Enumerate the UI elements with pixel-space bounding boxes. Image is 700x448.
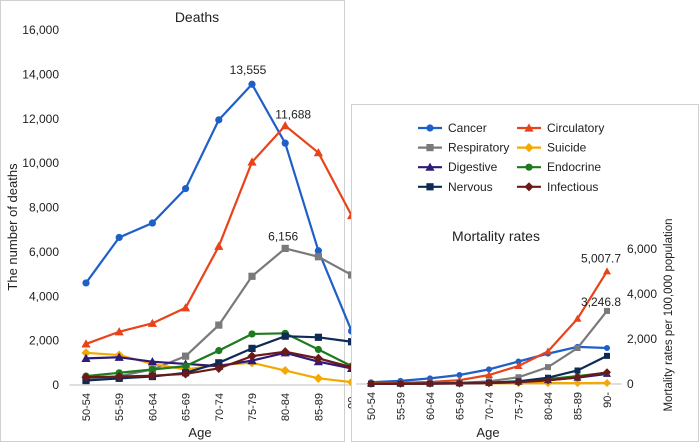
deaths-x-tick-label: 60-64: [147, 393, 159, 421]
legend-marker: [525, 164, 532, 171]
mortality-chart-title: Mortality rates: [452, 228, 540, 244]
legend-item-circulatory: Circulatory: [547, 121, 604, 135]
data-label: 13,555: [230, 63, 267, 77]
deaths-x-tick-label: 70-74: [214, 393, 226, 421]
mortality-y-tick-label: 6,000: [627, 242, 657, 256]
deaths-x-tick-label: 75-79: [247, 393, 259, 421]
mortality-x-tick-label: 60-64: [425, 392, 437, 420]
legend-marker: [426, 124, 433, 131]
deaths-x-tick-label: 85-89: [313, 393, 325, 421]
legend-item-endocrine: Endocrine: [547, 160, 601, 174]
deaths-x-tick-label: 65-69: [181, 393, 193, 421]
deaths-point-cancer: [282, 140, 289, 147]
mortality-y-tick-label: 2,000: [627, 332, 657, 346]
legend-marker: [426, 144, 433, 151]
legend-item-respiratory: Respiratory: [448, 141, 509, 155]
mortality-y-tick-label: 4,000: [627, 287, 657, 301]
deaths-y-tick-label: 4,000: [29, 289, 59, 303]
mortality-x-tick-label: 90-: [602, 392, 614, 408]
legend-item-nervous: Nervous: [448, 180, 493, 194]
mortality-y-tick-label: 0: [627, 377, 634, 391]
deaths-point-respiratory: [215, 321, 222, 328]
mortality-x-tick-label: 85-89: [573, 392, 585, 420]
deaths-point-endocrine: [182, 363, 189, 370]
data-label: 11,688: [275, 108, 311, 122]
deaths-point-endocrine: [215, 347, 222, 354]
mortality-y-axis-label: Mortality rates per 100,000 population: [663, 218, 675, 411]
deaths-x-tick-label: 80-84: [280, 393, 292, 421]
deaths-point-respiratory: [182, 353, 189, 360]
mortality-x-tick-label: 70-74: [484, 392, 496, 420]
deaths-point-cancer: [182, 185, 189, 192]
deaths-x-tick-label: 50-54: [81, 393, 93, 421]
deaths-y-tick-label: 2,000: [29, 334, 59, 348]
legend-item-infectious: Infectious: [547, 180, 598, 194]
deaths-chart-title: Deaths: [175, 9, 219, 25]
deaths-y-tick-label: 16,000: [22, 23, 59, 37]
data-label: 3,246.8: [581, 295, 621, 309]
data-label: 6,156: [268, 229, 298, 243]
deaths-point-nervous: [282, 333, 289, 340]
legend-marker: [426, 183, 433, 190]
deaths-point-cancer: [149, 219, 156, 226]
deaths-y-tick-label: 8,000: [29, 201, 59, 215]
deaths-point-cancer: [248, 81, 255, 88]
deaths-y-tick-label: 0: [52, 378, 59, 392]
deaths-point-nervous: [248, 345, 255, 352]
legend-item-suicide: Suicide: [547, 141, 587, 155]
deaths-point-cancer: [215, 116, 222, 123]
deaths-point-respiratory: [315, 253, 322, 260]
deaths-y-tick-label: 6,000: [29, 245, 59, 259]
deaths-y-axis-label: The number of deaths: [5, 163, 20, 291]
deaths-point-cancer: [116, 234, 123, 241]
deaths-point-cancer: [82, 279, 89, 286]
deaths-point-nervous: [315, 334, 322, 341]
mortality-point-cancer: [604, 345, 610, 351]
mortality-x-tick-label: 55-59: [396, 392, 408, 420]
deaths-point-endocrine: [248, 330, 255, 337]
data-label: 5,007.7: [581, 251, 621, 265]
legend-item-cancer: Cancer: [448, 121, 487, 135]
deaths-y-tick-label: 14,000: [22, 67, 59, 81]
mortality-point-respiratory: [575, 345, 581, 351]
mortality-point-respiratory: [545, 364, 551, 370]
deaths-point-respiratory: [282, 245, 289, 252]
mortality-x-tick-label: 65-69: [455, 392, 467, 420]
mortality-x-tick-label: 50-54: [366, 392, 378, 420]
deaths-y-tick-label: 10,000: [22, 156, 59, 170]
deaths-point-respiratory: [248, 273, 255, 280]
mortality-point-nervous: [604, 353, 610, 359]
legend-item-digestive: Digestive: [448, 160, 498, 174]
mortality-chart-frame: [352, 105, 699, 442]
deaths-x-tick-label: 55-59: [114, 393, 126, 421]
mortality-x-axis-label: Age: [476, 425, 499, 440]
mortality-x-tick-label: 80-84: [543, 392, 555, 420]
mortality-x-tick-label: 75-79: [514, 392, 526, 420]
deaths-y-tick-label: 12,000: [22, 112, 59, 126]
deaths-x-axis-label: Age: [188, 425, 211, 440]
deaths-point-endocrine: [315, 346, 322, 353]
mortality-point-nervous: [575, 368, 581, 374]
